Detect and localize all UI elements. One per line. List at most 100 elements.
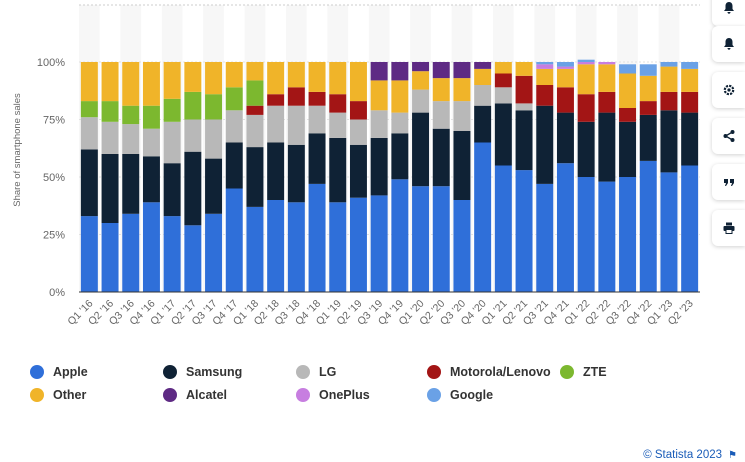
- bar-segment-samsung: [246, 147, 264, 207]
- legend-swatch: [560, 365, 574, 379]
- bar-segment-samsung: [287, 144, 305, 203]
- legend-item-samsung[interactable]: Samsung: [163, 365, 242, 379]
- bar-segment-apple: [474, 142, 492, 292]
- bar-segment-apple: [412, 186, 430, 292]
- bell-icon: [723, 38, 734, 50]
- legend-item-lg[interactable]: LG: [296, 365, 336, 379]
- bar-segment-other: [391, 80, 409, 113]
- y-tick-label: 50%: [43, 172, 65, 184]
- bar-segment-other: [267, 62, 285, 95]
- legend-item-google[interactable]: Google: [427, 388, 493, 402]
- bar-segment-other: [246, 62, 264, 81]
- legend-item-oneplus[interactable]: OnePlus: [296, 388, 370, 402]
- legend-swatch: [30, 388, 44, 402]
- bar-segment-apple: [639, 160, 657, 292]
- statista-credit[interactable]: © Statista 2023 ⚑: [643, 449, 737, 461]
- flag-icon[interactable]: ⚑: [728, 449, 737, 461]
- bar-segment-google: [536, 62, 554, 65]
- bar-segment-apple: [142, 202, 160, 292]
- bar-segment-samsung: [122, 154, 140, 214]
- bar-segment-apple: [660, 172, 678, 292]
- bar-segment-other: [598, 64, 616, 92]
- bar-segment-apple: [515, 170, 533, 292]
- legend-swatch: [427, 388, 441, 402]
- bar-segment-apple: [163, 216, 181, 292]
- bar-segment-other: [660, 66, 678, 92]
- bar-segment-motorola-lenovo: [494, 73, 512, 88]
- bar-segment-apple: [122, 213, 140, 292]
- bar-segment-other: [122, 62, 140, 106]
- y-tick-label: 100%: [37, 57, 65, 69]
- bar-segment-google: [619, 64, 637, 74]
- bar-segment-apple: [536, 183, 554, 292]
- bar-segment-apple: [556, 163, 574, 292]
- bar-segment-motorola-lenovo: [577, 94, 595, 122]
- legend-swatch: [296, 388, 310, 402]
- legend-item-other[interactable]: Other: [30, 388, 86, 402]
- bar-segment-motorola-lenovo: [349, 101, 367, 120]
- bar-segment-motorola-lenovo: [619, 108, 637, 122]
- bar-segment-zte: [205, 94, 223, 120]
- bar-segment-apple: [598, 181, 616, 292]
- bar-segment-motorola-lenovo: [556, 87, 574, 113]
- bar-segment-other: [474, 68, 492, 85]
- legend-item-motorola-lenovo[interactable]: Motorola/Lenovo: [427, 365, 551, 379]
- bar-segment-other: [412, 71, 430, 90]
- bar-segment-apple: [308, 183, 326, 292]
- settings-button[interactable]: [712, 72, 745, 108]
- bar-segment-oneplus: [577, 62, 595, 65]
- bar-segment-samsung: [619, 121, 637, 177]
- bar-segment-apple: [205, 213, 223, 292]
- bar-segment-alcatel: [370, 62, 388, 81]
- legend-label: Google: [450, 388, 494, 402]
- bar-segment-lg: [287, 105, 305, 145]
- bar-segment-samsung: [432, 128, 450, 187]
- bar-segment-zte: [225, 87, 243, 111]
- bar-segment-samsung: [267, 142, 285, 200]
- bar-segment-apple: [577, 177, 595, 292]
- bar-segment-samsung: [474, 105, 492, 143]
- bar-segment-other: [556, 68, 574, 88]
- bar-segment-motorola-lenovo: [246, 105, 264, 115]
- notification-button[interactable]: [712, 26, 745, 62]
- bar-segment-lg: [370, 110, 388, 138]
- bar-segment-other: [536, 68, 554, 85]
- bar-segment-samsung: [577, 121, 595, 177]
- bar-segment-other: [287, 62, 305, 88]
- bar-segment-motorola-lenovo: [515, 75, 533, 104]
- bar-segment-other: [80, 62, 98, 102]
- bar-segment-lg: [308, 105, 326, 134]
- bar-segment-other: [205, 62, 223, 95]
- share-button[interactable]: [712, 118, 745, 154]
- bar-segment-other: [619, 73, 637, 108]
- bar-segment-samsung: [536, 105, 554, 184]
- print-button[interactable]: [712, 210, 745, 246]
- bar-segment-google: [639, 64, 657, 76]
- notification-bell-icon: [723, 2, 734, 14]
- bar-segment-samsung: [184, 151, 202, 226]
- legend-swatch: [427, 365, 441, 379]
- bar-segment-google: [556, 62, 574, 67]
- bar-segment-alcatel: [432, 62, 450, 79]
- bar-segment-apple: [287, 202, 305, 292]
- bar-segment-other: [349, 62, 367, 102]
- credit-text[interactable]: © Statista 2023: [643, 449, 723, 461]
- bar-segment-apple: [101, 223, 119, 292]
- legend-swatch: [163, 388, 177, 402]
- bar-segment-samsung: [349, 144, 367, 198]
- cite-button[interactable]: [712, 164, 745, 200]
- y-tick-label: 0%: [49, 287, 65, 299]
- bar-segment-samsung: [515, 110, 533, 171]
- bar-segment-samsung: [225, 142, 243, 189]
- bar-segment-apple: [453, 200, 471, 292]
- legend-item-alcatel[interactable]: Alcatel: [163, 388, 227, 402]
- bar-segment-lg: [329, 112, 347, 138]
- legend-item-apple[interactable]: Apple: [30, 365, 88, 379]
- legend-label: Motorola/Lenovo: [450, 365, 551, 379]
- bar-segment-motorola-lenovo: [287, 87, 305, 106]
- bar-segment-samsung: [598, 112, 616, 182]
- legend-item-zte[interactable]: ZTE: [560, 365, 607, 379]
- bar-segment-other: [494, 62, 512, 74]
- bar-segment-lg: [184, 119, 202, 152]
- top-partial-button[interactable]: [712, 0, 745, 26]
